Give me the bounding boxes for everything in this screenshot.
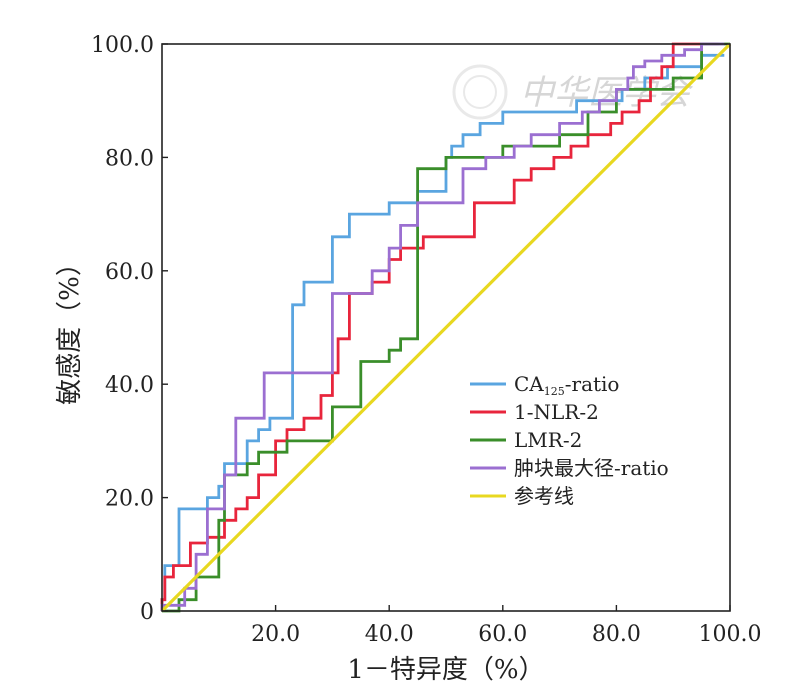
- x-tick-label: 40.0: [365, 622, 414, 647]
- x-tick-label: 20.0: [251, 622, 300, 647]
- watermark-seal: [452, 64, 508, 120]
- y-tick-label: 60.0: [105, 260, 154, 285]
- y-tick-label: 0: [140, 600, 154, 625]
- legend-label: 肿块最大径-ratio: [514, 456, 669, 480]
- plot-frame: [161, 43, 731, 612]
- x-tick-label: 80.0: [592, 622, 641, 647]
- series-line-3: [162, 42, 730, 613]
- x-axis-title: 1－特异度（%）: [347, 655, 544, 685]
- y-tick-label: 80.0: [105, 146, 154, 171]
- watermark-text: 中华医学会: [520, 73, 694, 113]
- y-tick-label: 100.0: [91, 33, 154, 58]
- x-tick-label: 100.0: [699, 622, 762, 647]
- series-line-4: [160, 42, 725, 611]
- series-line-5: [160, 42, 732, 613]
- y-tick-label: 40.0: [105, 373, 154, 398]
- legend-label: CA125-ratio: [514, 372, 619, 398]
- legend-label: LMR-2: [514, 428, 582, 452]
- ticks-layer: 20.0 40.0 60.0 80.0 100.0 0 20.0 40.0 60.0 80.0 10…: [91, 33, 761, 647]
- legend-label: 参考线: [514, 484, 574, 508]
- watermark-layer: 中华医学会: [452, 64, 694, 120]
- legend-label: 1-NLR-2: [514, 400, 599, 424]
- y-tick-label: 20.0: [105, 487, 154, 512]
- series-layer: [160, 42, 732, 613]
- y-axis-title: 敏感度（%）: [55, 250, 85, 405]
- x-tick-label: 60.0: [478, 622, 527, 647]
